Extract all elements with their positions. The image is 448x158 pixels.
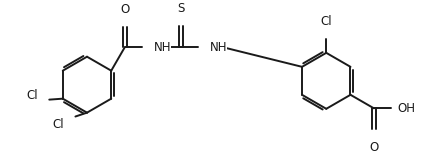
Text: NH: NH [210,41,227,54]
Text: O: O [369,141,379,154]
Text: OH: OH [397,102,415,115]
Text: Cl: Cl [320,15,332,28]
Text: S: S [177,2,185,15]
Text: Cl: Cl [52,118,64,131]
Text: NH: NH [154,41,171,54]
Text: Cl: Cl [26,89,38,102]
Text: O: O [120,3,129,16]
